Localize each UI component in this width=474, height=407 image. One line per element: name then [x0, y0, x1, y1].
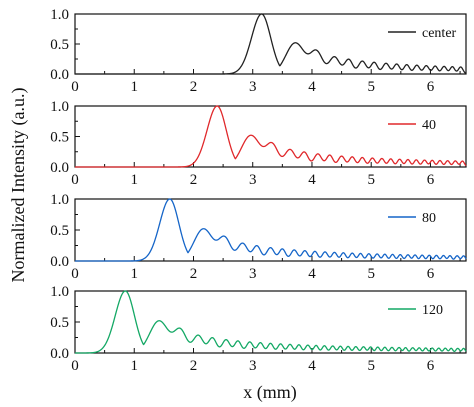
panel-3: 0.0 0.5 1.0 0 1 2 3 4 5 6 80 [50, 192, 467, 282]
x-tick-label: 6 [427, 79, 435, 95]
x-tick-label: 3 [249, 266, 257, 282]
legend-label: 80 [422, 211, 436, 226]
x-tick-label: 5 [367, 266, 375, 282]
x-tick-label: 6 [427, 266, 435, 282]
x-tick-label: 6 [427, 172, 435, 188]
x-tick-label: 4 [308, 172, 316, 188]
x-axis-title: x (mm) [243, 382, 297, 403]
x-tick-label: 3 [249, 358, 257, 374]
panel-2: 0.0 0.5 1.0 0 1 2 3 4 5 6 40 [50, 99, 467, 188]
y-tick-label: 1.0 [50, 284, 69, 300]
y-tick-label: 0.5 [50, 223, 69, 239]
y-tick-label: 1.0 [50, 7, 69, 23]
x-tick-label: 4 [308, 358, 316, 374]
y-tick-label: 0.0 [50, 346, 69, 362]
plot-frame [74, 105, 467, 168]
y-axis-title: Normalized Intensity (a.u.) [8, 88, 29, 283]
legend-label: 40 [422, 118, 436, 133]
y-tick-label: 0.0 [50, 254, 69, 270]
y-tick-label: 0.0 [50, 67, 69, 83]
x-tick-label: 2 [190, 172, 198, 188]
y-tick-label: 1.0 [50, 192, 69, 208]
x-tick-label: 0 [71, 172, 79, 188]
x-tick-label: 2 [190, 266, 198, 282]
y-tick-label: 0.5 [50, 37, 69, 53]
plot-frame [74, 198, 467, 262]
x-tick-label: 5 [367, 358, 375, 374]
x-tick-label: 4 [308, 266, 316, 282]
x-tick-label: 5 [367, 172, 375, 188]
series-line-80 [74, 198, 467, 262]
x-tick-label: 0 [71, 79, 79, 95]
y-tick-label: 0.5 [50, 315, 69, 331]
x-tick-label: 3 [249, 172, 257, 188]
legend-label: center [422, 26, 457, 41]
y-tick-label: 0.5 [50, 130, 69, 146]
y-tick-label: 1.0 [50, 99, 69, 115]
x-tick-label: 1 [130, 79, 138, 95]
x-tick-label: 0 [71, 358, 79, 374]
panel-1: 0.0 0.5 1.0 0 1 2 3 4 5 6 center [50, 7, 467, 95]
x-tick-label: 4 [308, 79, 316, 95]
x-tick-label: 2 [190, 79, 198, 95]
y-tick-label: 0.0 [50, 160, 69, 176]
x-tick-label: 6 [427, 358, 435, 374]
x-tick-label: 1 [130, 266, 138, 282]
x-tick-label: 0 [71, 266, 79, 282]
panel-4: 0.0 0.5 1.0 0 1 2 3 4 5 6 120 [50, 284, 467, 374]
legend-label: 120 [422, 303, 443, 318]
x-tick-label: 1 [130, 358, 138, 374]
x-tick-label: 3 [249, 79, 257, 95]
x-tick-label: 1 [130, 172, 138, 188]
series-line-40 [74, 105, 467, 168]
series-line-120 [74, 290, 467, 354]
x-tick-label: 5 [367, 79, 375, 95]
x-tick-label: 2 [190, 358, 198, 374]
series-line-center [74, 13, 467, 75]
